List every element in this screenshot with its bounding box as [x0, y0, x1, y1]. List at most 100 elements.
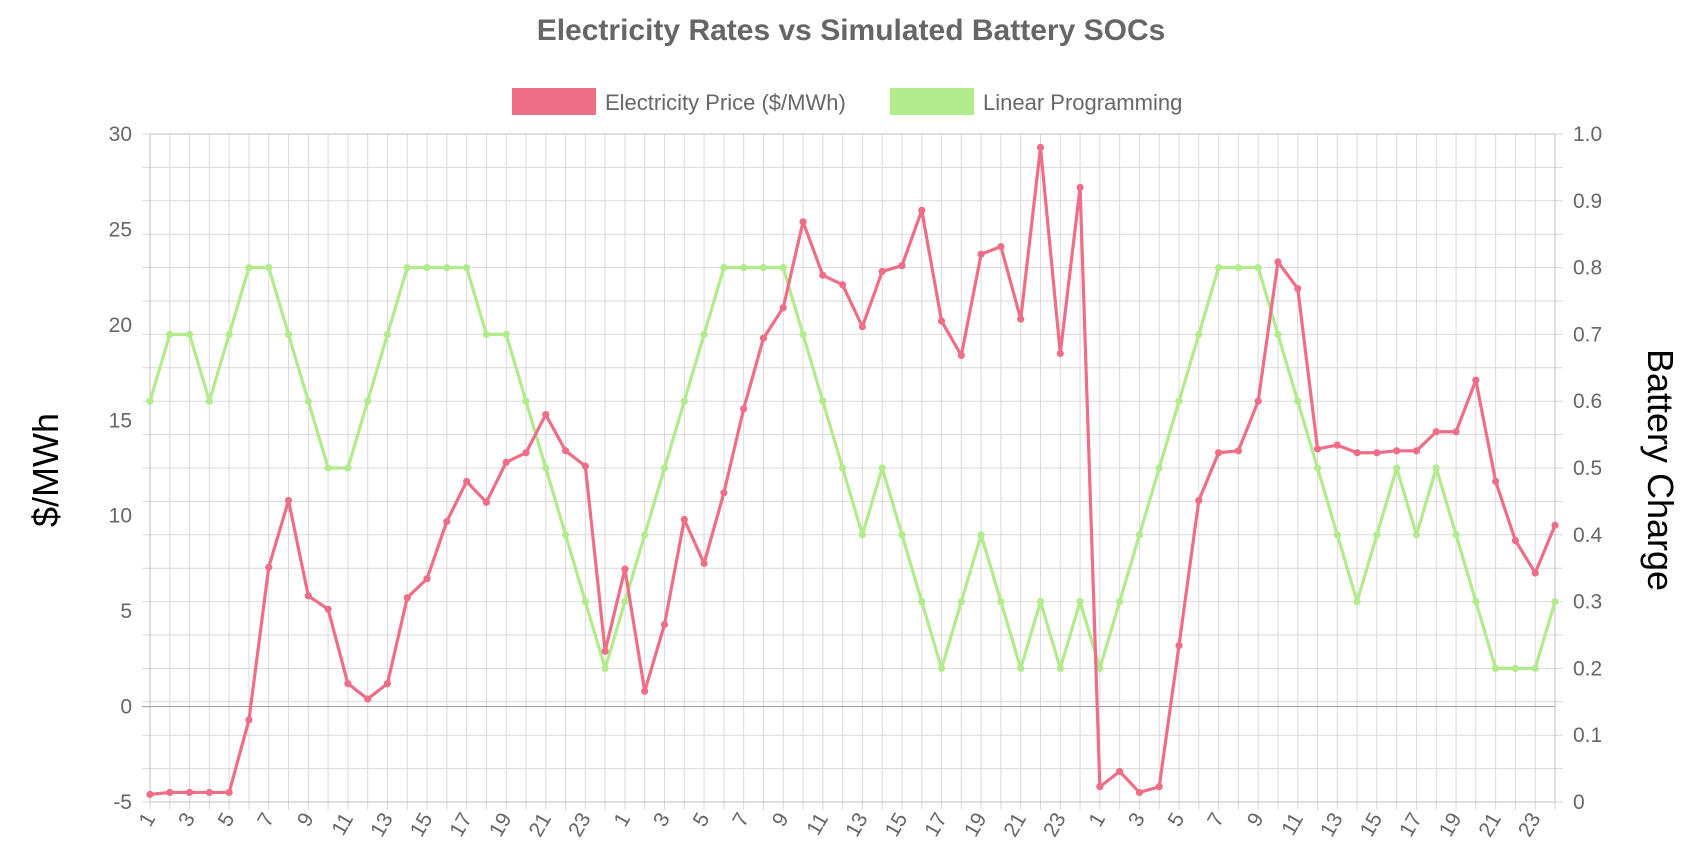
soc-point[interactable]: [839, 464, 847, 472]
price-point[interactable]: [1393, 447, 1401, 455]
soc-point[interactable]: [1531, 664, 1539, 673]
price-point[interactable]: [621, 565, 629, 573]
soc-point[interactable]: [819, 397, 827, 405]
price-point[interactable]: [799, 218, 807, 226]
price-point[interactable]: [581, 462, 589, 470]
soc-point[interactable]: [1472, 598, 1480, 606]
soc-point[interactable]: [957, 598, 965, 606]
soc-point[interactable]: [364, 397, 372, 405]
price-point[interactable]: [601, 647, 609, 655]
price-point[interactable]: [364, 695, 372, 703]
price-point[interactable]: [1551, 521, 1559, 529]
price-point[interactable]: [482, 498, 491, 506]
price-point[interactable]: [265, 563, 273, 571]
soc-point[interactable]: [185, 330, 194, 338]
price-point[interactable]: [1492, 477, 1500, 485]
soc-point[interactable]: [1452, 531, 1460, 539]
soc-point[interactable]: [205, 397, 213, 405]
price-point[interactable]: [344, 680, 352, 688]
soc-point[interactable]: [1432, 464, 1440, 472]
soc-point[interactable]: [898, 531, 906, 539]
price-point[interactable]: [1472, 376, 1480, 384]
price-point[interactable]: [1195, 496, 1203, 505]
price-point[interactable]: [1214, 449, 1223, 457]
soc-point[interactable]: [146, 397, 154, 405]
soc-point[interactable]: [1353, 598, 1361, 606]
soc-point[interactable]: [799, 330, 807, 338]
soc-point[interactable]: [403, 264, 411, 272]
price-point[interactable]: [1234, 447, 1242, 455]
price-point[interactable]: [1036, 143, 1045, 151]
price-point[interactable]: [1274, 258, 1282, 266]
price-point[interactable]: [1155, 783, 1163, 791]
soc-point[interactable]: [166, 330, 174, 338]
price-point[interactable]: [977, 250, 985, 258]
soc-point[interactable]: [1076, 598, 1084, 606]
price-point[interactable]: [660, 620, 669, 629]
price-point[interactable]: [304, 592, 312, 600]
soc-point[interactable]: [561, 531, 570, 539]
legend[interactable]: Electricity Price ($/MWh) Linear Program…: [512, 88, 1182, 115]
price-point[interactable]: [1116, 767, 1124, 776]
price-point[interactable]: [997, 243, 1005, 251]
soc-point[interactable]: [858, 531, 866, 539]
soc-point[interactable]: [1116, 598, 1124, 606]
price-point[interactable]: [759, 334, 768, 342]
price-point[interactable]: [542, 410, 550, 419]
soc-point[interactable]: [937, 664, 946, 673]
soc-point[interactable]: [1412, 531, 1421, 539]
soc-point[interactable]: [720, 264, 728, 272]
soc-point[interactable]: [1175, 397, 1183, 405]
soc-point[interactable]: [1393, 464, 1401, 472]
soc-point[interactable]: [284, 330, 293, 338]
soc-point[interactable]: [304, 397, 312, 405]
soc-point[interactable]: [265, 264, 273, 272]
price-point[interactable]: [166, 788, 174, 797]
price-point[interactable]: [641, 687, 649, 695]
soc-point[interactable]: [1313, 464, 1322, 472]
soc-point[interactable]: [1036, 598, 1045, 606]
price-point[interactable]: [898, 262, 906, 270]
soc-point[interactable]: [601, 664, 609, 673]
soc-point[interactable]: [1511, 664, 1520, 673]
soc-point[interactable]: [423, 264, 431, 272]
price-point[interactable]: [1175, 641, 1183, 650]
soc-point[interactable]: [660, 464, 669, 472]
price-point[interactable]: [1531, 569, 1539, 577]
price-point[interactable]: [700, 559, 708, 568]
price-point[interactable]: [957, 351, 965, 359]
soc-point[interactable]: [1214, 264, 1223, 272]
price-point[interactable]: [740, 405, 748, 413]
price-point[interactable]: [918, 206, 926, 214]
price-point[interactable]: [284, 496, 293, 505]
price-point[interactable]: [561, 447, 570, 455]
soc-point[interactable]: [581, 598, 589, 606]
soc-point[interactable]: [1274, 330, 1282, 338]
soc-point[interactable]: [463, 264, 471, 272]
soc-point[interactable]: [641, 531, 649, 539]
price-point[interactable]: [680, 515, 688, 524]
price-point[interactable]: [1412, 447, 1421, 455]
soc-point[interactable]: [1135, 531, 1144, 539]
price-point[interactable]: [819, 271, 827, 279]
price-point[interactable]: [1294, 284, 1302, 293]
soc-point[interactable]: [522, 397, 530, 405]
soc-point[interactable]: [1017, 664, 1025, 673]
price-point[interactable]: [1432, 428, 1440, 436]
soc-point[interactable]: [1234, 264, 1242, 272]
soc-point[interactable]: [997, 598, 1005, 606]
soc-point[interactable]: [680, 397, 688, 405]
soc-point[interactable]: [225, 330, 233, 338]
soc-point[interactable]: [740, 264, 748, 272]
price-point[interactable]: [245, 716, 253, 724]
price-point[interactable]: [839, 281, 847, 289]
soc-point[interactable]: [383, 330, 392, 338]
price-point[interactable]: [1017, 315, 1025, 323]
legend-label-lp[interactable]: Linear Programming: [983, 90, 1182, 115]
soc-point[interactable]: [324, 464, 332, 472]
soc-point[interactable]: [878, 464, 886, 472]
soc-point[interactable]: [502, 330, 510, 338]
soc-point[interactable]: [542, 464, 550, 472]
soc-point[interactable]: [977, 531, 985, 539]
price-point[interactable]: [185, 788, 194, 797]
